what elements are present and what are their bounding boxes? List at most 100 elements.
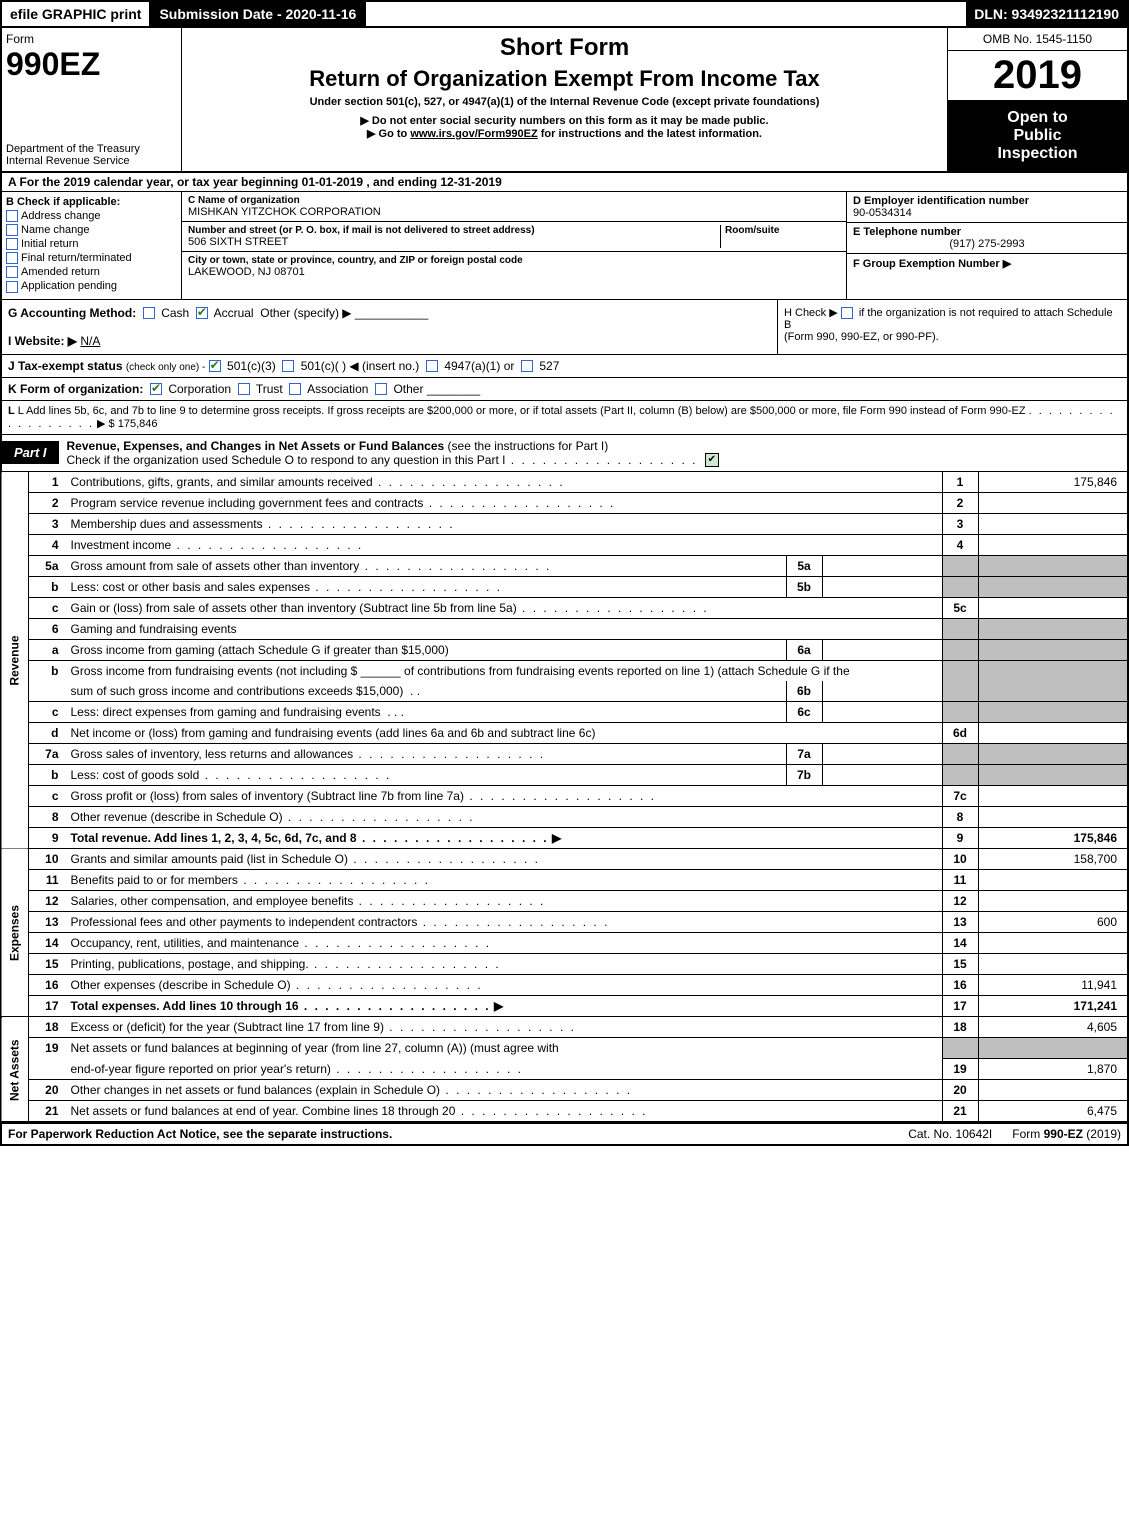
ln7a-d: Gross sales of inventory, less returns a… bbox=[71, 747, 354, 761]
ln13-n: 13 bbox=[29, 912, 65, 933]
part1-header: Part I Revenue, Expenses, and Changes in… bbox=[0, 435, 1129, 473]
c-name-label: C Name of organization bbox=[188, 195, 840, 206]
k-label: K Form of organization: bbox=[8, 382, 143, 396]
return-title: Return of Organization Exempt From Incom… bbox=[188, 66, 941, 92]
g-label: G Accounting Method: bbox=[8, 306, 136, 320]
ln19-a: 1,870 bbox=[978, 1058, 1128, 1079]
ln6-n: 6 bbox=[29, 619, 65, 640]
open-public: Open to Public Inspection bbox=[948, 101, 1127, 171]
ln6b-sc: 6b bbox=[786, 681, 822, 702]
ln21-c: 21 bbox=[942, 1100, 978, 1122]
ln6c-n: c bbox=[29, 702, 65, 723]
short-form-title: Short Form bbox=[188, 34, 941, 62]
ln5b-n: b bbox=[29, 577, 65, 598]
opt-amended-return: Amended return bbox=[21, 266, 100, 278]
chk-501c3[interactable] bbox=[209, 360, 221, 372]
footer-right-form: 990-EZ bbox=[1044, 1127, 1083, 1141]
ln3-n: 3 bbox=[29, 514, 65, 535]
chk-assoc[interactable] bbox=[289, 383, 301, 395]
ln4-c: 4 bbox=[942, 535, 978, 556]
open-line1: Open to bbox=[956, 109, 1119, 127]
chk-final-return[interactable] bbox=[6, 252, 18, 264]
ln10-d: Grants and similar amounts paid (list in… bbox=[71, 852, 348, 866]
ln2-n: 2 bbox=[29, 493, 65, 514]
ln9-n: 9 bbox=[29, 828, 65, 849]
ln3-c: 3 bbox=[942, 514, 978, 535]
chk-application-pending[interactable] bbox=[6, 281, 18, 293]
footer-right-prefix: Form bbox=[1012, 1127, 1043, 1141]
go-to-link[interactable]: www.irs.gov/Form990EZ bbox=[410, 128, 537, 140]
g-other: Other (specify) ▶ bbox=[260, 306, 351, 320]
ln6b-n: b bbox=[29, 661, 65, 702]
ln5c-c: 5c bbox=[942, 598, 978, 619]
ln13-d: Professional fees and other payments to … bbox=[71, 915, 418, 929]
ln15-c: 15 bbox=[942, 954, 978, 975]
chk-address-change[interactable] bbox=[6, 210, 18, 222]
h-text3: (Form 990, 990-EZ, or 990-PF). bbox=[784, 331, 939, 343]
chk-trust[interactable] bbox=[238, 383, 250, 395]
line-a: A For the 2019 calendar year, or tax yea… bbox=[0, 173, 1129, 192]
ln19-n: 19 bbox=[29, 1038, 65, 1080]
ln6b-shade2 bbox=[978, 661, 1128, 702]
ln18-n: 18 bbox=[29, 1017, 65, 1038]
l-amount-prefix: ▶ $ bbox=[97, 418, 118, 430]
ln2-c: 2 bbox=[942, 493, 978, 514]
ln6b-shade1 bbox=[942, 661, 978, 702]
irs: Internal Revenue Service bbox=[6, 155, 177, 167]
chk-501c[interactable] bbox=[282, 360, 294, 372]
ln6a-shade1 bbox=[942, 640, 978, 661]
ln6d-d: Net income or (loss) from gaming and fun… bbox=[71, 726, 596, 740]
ln20-c: 20 bbox=[942, 1079, 978, 1100]
form-number: 990EZ bbox=[6, 46, 177, 83]
chk-4947[interactable] bbox=[426, 360, 438, 372]
under-section: Under section 501(c), 527, or 4947(a)(1)… bbox=[188, 96, 941, 108]
chk-other[interactable] bbox=[375, 383, 387, 395]
chk-initial-return[interactable] bbox=[6, 238, 18, 250]
ln17-c: 17 bbox=[942, 996, 978, 1017]
chk-accrual[interactable] bbox=[196, 307, 208, 319]
part1-title-rest: (see the instructions for Part I) bbox=[444, 439, 608, 453]
ln5b-d: Less: cost or other basis and sales expe… bbox=[71, 580, 310, 594]
ln16-a: 11,941 bbox=[978, 975, 1128, 996]
section-c: C Name of organization MISHKAN YITZCHOK … bbox=[182, 192, 847, 299]
k-assoc: Association bbox=[307, 382, 368, 396]
org-name: MISHKAN YITZCHOK CORPORATION bbox=[188, 206, 840, 218]
f-group-label: F Group Exemption Number ▶ bbox=[853, 257, 1121, 270]
ln17-n: 17 bbox=[29, 996, 65, 1017]
ln7b-shade2 bbox=[978, 765, 1128, 786]
ln1-a: 175,846 bbox=[978, 472, 1128, 493]
j-opt4: 527 bbox=[539, 359, 559, 373]
ln21-n: 21 bbox=[29, 1100, 65, 1122]
ln6a-d: Gross income from gaming (attach Schedul… bbox=[71, 643, 449, 657]
ln5a-shade2 bbox=[978, 556, 1128, 577]
chk-527[interactable] bbox=[521, 360, 533, 372]
ln9-c: 9 bbox=[942, 828, 978, 849]
website: N/A bbox=[80, 334, 100, 348]
opt-address-change: Address change bbox=[21, 210, 101, 222]
ln6c-sv bbox=[822, 702, 942, 723]
part1-check-text: Check if the organization used Schedule … bbox=[67, 453, 506, 467]
chk-amended-return[interactable] bbox=[6, 266, 18, 278]
form-word: Form bbox=[6, 32, 177, 46]
ln7c-d: Gross profit or (loss) from sales of inv… bbox=[71, 789, 464, 803]
chk-corp[interactable] bbox=[150, 383, 162, 395]
chk-cash[interactable] bbox=[143, 307, 155, 319]
ln10-n: 10 bbox=[29, 849, 65, 870]
part1-schedule-o-check[interactable]: ✔ bbox=[705, 453, 719, 467]
ln11-c: 11 bbox=[942, 870, 978, 891]
ln12-c: 12 bbox=[942, 891, 978, 912]
part1-title: Revenue, Expenses, and Changes in Net As… bbox=[59, 435, 1127, 472]
ln18-a: 4,605 bbox=[978, 1017, 1128, 1038]
ln3-d: Membership dues and assessments bbox=[71, 517, 263, 531]
k-other: Other bbox=[393, 382, 423, 396]
chk-name-change[interactable] bbox=[6, 224, 18, 236]
ln9-d: Total revenue. Add lines 1, 2, 3, 4, 5c,… bbox=[71, 831, 357, 845]
row-l: L L Add lines 5b, 6c, and 7b to line 9 t… bbox=[0, 401, 1129, 435]
ln5c-n: c bbox=[29, 598, 65, 619]
chk-h[interactable] bbox=[841, 307, 853, 319]
footer-left: For Paperwork Reduction Act Notice, see … bbox=[8, 1127, 888, 1141]
ln7a-sc: 7a bbox=[786, 744, 822, 765]
part1-title-bold: Revenue, Expenses, and Changes in Net As… bbox=[67, 439, 445, 453]
ln13-a: 600 bbox=[978, 912, 1128, 933]
l-amount: 175,846 bbox=[118, 418, 158, 430]
